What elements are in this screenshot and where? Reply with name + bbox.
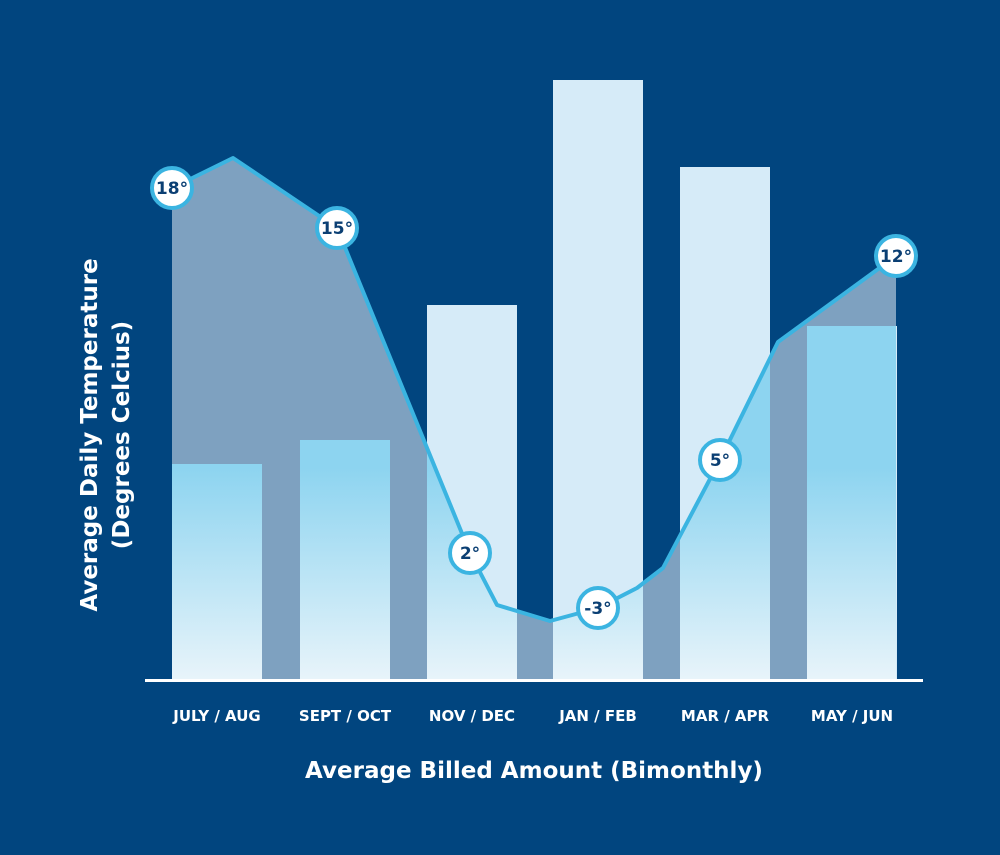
x-axis-baseline xyxy=(145,679,923,682)
temperature-area xyxy=(172,158,896,680)
temperature-label: 12° xyxy=(880,247,912,267)
marker-circle xyxy=(448,531,492,575)
temperature-label: 15° xyxy=(321,219,353,239)
temperature-label: 5° xyxy=(710,451,730,471)
x-tick-label: MAR / APR xyxy=(681,707,770,725)
temperature-marker: 12° xyxy=(874,234,918,278)
y-axis-label-line1: Average Daily Temperature xyxy=(77,258,103,611)
x-tick-label: JULY / AUG xyxy=(172,707,260,725)
bar-under-line xyxy=(807,326,896,680)
bar-under-line xyxy=(300,440,390,680)
temperature-label: 18° xyxy=(156,179,188,199)
marker-circle xyxy=(874,234,918,278)
x-tick-label: JAN / FEB xyxy=(558,707,637,725)
marker-circle xyxy=(150,166,194,210)
temperature-marker: 18° xyxy=(150,166,194,210)
marker-circle xyxy=(698,438,742,482)
y-axis-label-line2: (Degrees Celcius) xyxy=(109,321,135,549)
temperature-label: -3° xyxy=(584,599,611,619)
bar-under-line xyxy=(172,464,262,680)
x-axis-label: Average Billed Amount (Bimonthly) xyxy=(305,758,763,784)
bar xyxy=(553,80,643,680)
temperature-marker: 15° xyxy=(315,206,359,250)
temperature-marker: 2° xyxy=(448,531,492,575)
temperature-marker: 5° xyxy=(698,438,742,482)
temperature-label: 2° xyxy=(460,544,480,564)
marker-circle xyxy=(576,586,620,630)
temperature-marker: -3° xyxy=(576,586,620,630)
x-tick-label: MAY / JUN xyxy=(811,707,893,725)
marker-circle xyxy=(315,206,359,250)
x-tick-label: NOV / DEC xyxy=(429,707,515,725)
x-tick-label: SEPT / OCT xyxy=(299,707,392,725)
